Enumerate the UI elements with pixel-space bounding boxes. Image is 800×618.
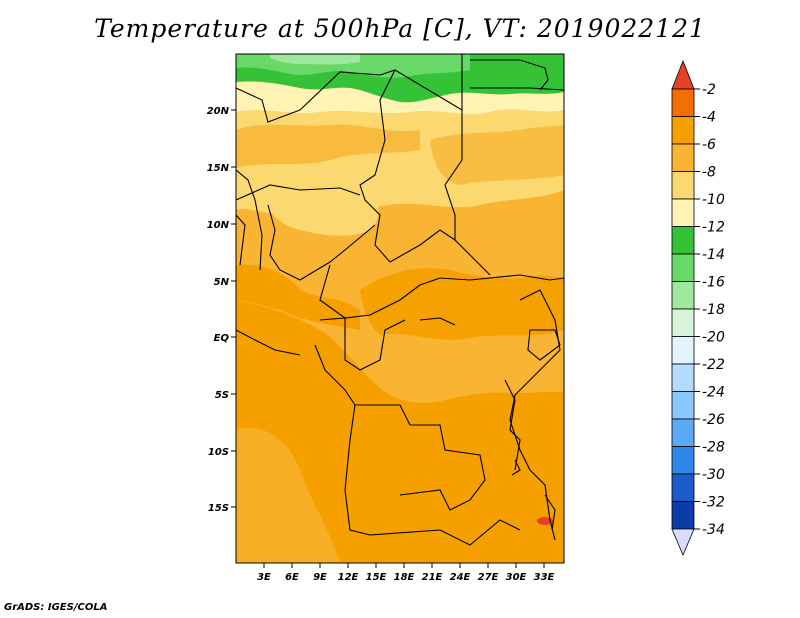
coastline-gulf-of-guinea bbox=[236, 329, 301, 356]
field-band-minus8-patch bbox=[259, 174, 379, 236]
border-sudan-egypt bbox=[470, 87, 564, 91]
border-niger-nigeria bbox=[236, 184, 361, 201]
lon-tick-label: 9E bbox=[313, 572, 327, 583]
colorbar-label: -10 bbox=[702, 192, 725, 208]
lon-tick-label: 27E bbox=[478, 572, 499, 583]
colorbar-label: -24 bbox=[702, 385, 725, 401]
lake-victoria bbox=[527, 329, 561, 361]
field-band-minus4-west bbox=[236, 264, 360, 330]
colorbar-segment bbox=[671, 116, 695, 145]
colorbar-segment bbox=[671, 391, 695, 420]
colorbar-segment bbox=[671, 308, 695, 337]
colorbar-label: -16 bbox=[702, 275, 725, 291]
colorbar-label: -32 bbox=[702, 495, 725, 511]
border-drc-angola bbox=[355, 404, 486, 511]
river-congo-1 bbox=[419, 317, 456, 326]
lake-mweru bbox=[511, 459, 521, 476]
field-band-minus16 bbox=[270, 54, 360, 65]
colorbar-segment bbox=[671, 473, 695, 502]
chart-title: Temperature at 500hPa [C], VT: 201902212… bbox=[94, 14, 706, 43]
colorbar-label: -26 bbox=[702, 412, 725, 428]
lon-tick-label: 18E bbox=[394, 572, 415, 583]
colorbar-segment bbox=[671, 281, 695, 310]
lat-tick-label: 10N bbox=[207, 220, 230, 231]
field-band-minus6-north bbox=[236, 124, 420, 168]
temperature-field bbox=[236, 54, 564, 563]
colorbar-label: -2 bbox=[702, 82, 716, 98]
lat-tick-label: 20N bbox=[207, 106, 230, 117]
border-chad-sudan bbox=[444, 110, 491, 276]
colorbar-bottom-arrow bbox=[671, 528, 695, 557]
field-warm-spot bbox=[537, 517, 553, 525]
colorbar-segment bbox=[671, 363, 695, 392]
colorbar-label: -4 bbox=[702, 110, 716, 126]
lat-tick-label: 10S bbox=[208, 447, 229, 458]
colorbar-segment bbox=[671, 226, 695, 255]
border-ghana bbox=[236, 214, 246, 266]
country-borders bbox=[236, 54, 564, 546]
credit-label: GrADS: IGES/COLA bbox=[4, 602, 108, 613]
lon-tick-label: 12E bbox=[338, 572, 359, 583]
colorbar-segment bbox=[671, 336, 695, 365]
colorbar-segment bbox=[671, 171, 695, 200]
field-band-minus4-central bbox=[360, 268, 564, 340]
colorbar-label: -30 bbox=[702, 467, 725, 483]
colorbar-label: -8 bbox=[702, 165, 716, 181]
colorbar-label: -12 bbox=[702, 220, 725, 236]
border-angola-zambia bbox=[344, 404, 521, 546]
lon-tick-label: 6E bbox=[285, 572, 299, 583]
colorbar-label: -34 bbox=[702, 522, 725, 538]
colorbar-label: -6 bbox=[702, 137, 716, 153]
lon-tick-label: 15E bbox=[366, 572, 387, 583]
colorbar-top-arrow bbox=[671, 59, 695, 90]
colorbar-label: -20 bbox=[702, 330, 725, 346]
border-nigeria-cameroon bbox=[267, 204, 376, 281]
border-benin-togo bbox=[236, 169, 263, 271]
border-car-chad bbox=[389, 229, 456, 263]
colorbar-segment bbox=[671, 143, 695, 172]
lat-tick-label: 15S bbox=[208, 503, 229, 514]
border-car-congo bbox=[319, 264, 564, 319]
latitude-axis: 20N 15N 10N 5N EQ 5S 10S 15S bbox=[207, 106, 236, 514]
colorbar-label: -22 bbox=[702, 357, 725, 373]
coastline-gabon bbox=[314, 344, 356, 406]
colorbar-label: -18 bbox=[702, 302, 725, 318]
colorbar-segment bbox=[671, 253, 695, 282]
field-band-minus6-southwest bbox=[236, 427, 340, 563]
map-frame bbox=[235, 53, 565, 564]
lon-tick-label: 33E bbox=[534, 572, 555, 583]
colorbar-label: -28 bbox=[702, 440, 725, 456]
border-east-africa bbox=[509, 289, 561, 541]
lat-tick-label: 5S bbox=[215, 390, 229, 401]
field-band-minus6-northeast bbox=[430, 125, 564, 185]
longitude-axis: 3E 6E 9E 12E 15E 18E 21E 24E 27E 30E 33E bbox=[257, 563, 555, 583]
lat-tick-label: EQ bbox=[214, 333, 230, 344]
lon-tick-label: 3E bbox=[257, 572, 271, 583]
lat-tick-label: 15N bbox=[207, 163, 230, 174]
field-band-minus4-southeast bbox=[340, 457, 520, 563]
lon-tick-label: 21E bbox=[422, 572, 443, 583]
colorbar: -2 -4 -6 -8 -10 -12 -14 -16 -18 -20 -22 -24 -26 -28 -3… bbox=[671, 59, 725, 557]
colorbar-segment bbox=[671, 501, 695, 530]
colorbar-label: -14 bbox=[702, 247, 725, 263]
colorbar-segment bbox=[671, 198, 695, 227]
border-gabon-congo bbox=[319, 317, 406, 371]
colorbar-segment bbox=[671, 446, 695, 475]
lake-tanganyika bbox=[504, 379, 521, 471]
lake-malawi bbox=[544, 494, 556, 531]
border-niger-chad bbox=[359, 69, 396, 263]
lon-tick-label: 24E bbox=[450, 572, 471, 583]
colorbar-segment bbox=[671, 418, 695, 447]
border-libya-niger-chad bbox=[299, 54, 463, 111]
colorbar-segment bbox=[671, 88, 695, 117]
lat-tick-label: 5N bbox=[214, 277, 230, 288]
border-algeria-mali bbox=[236, 87, 301, 123]
lon-tick-label: 30E bbox=[506, 572, 527, 583]
border-egypt bbox=[470, 59, 549, 91]
